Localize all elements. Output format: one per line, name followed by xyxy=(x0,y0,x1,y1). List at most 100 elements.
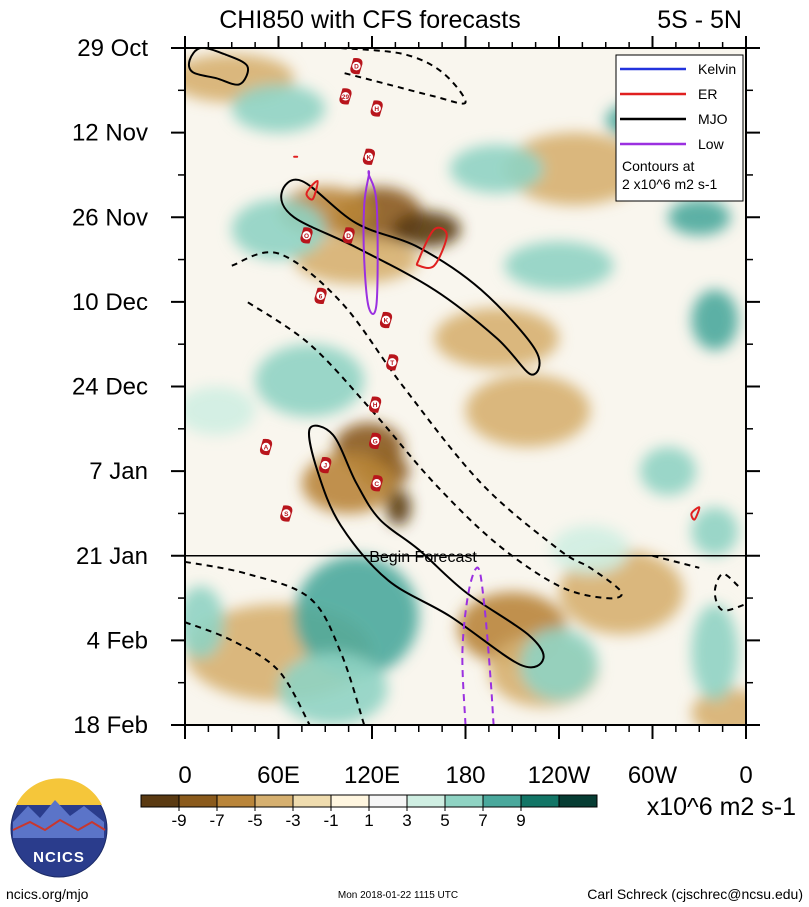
storm-marker: C xyxy=(370,475,383,492)
mjo-contour-dashed-0 xyxy=(340,48,467,105)
storm-icon-center xyxy=(316,291,325,301)
mjo-contour-solid-1 xyxy=(280,178,541,376)
low-contour-0 xyxy=(362,170,379,315)
storm-marker-label: G xyxy=(373,439,378,446)
x-tick-label: 180 xyxy=(445,762,485,789)
x-tick-label: 60W xyxy=(628,762,678,789)
storm-marker-label: C xyxy=(374,481,379,488)
storm-marker: H xyxy=(370,100,383,117)
anomaly-blob-28 xyxy=(691,507,739,556)
storm-marker-label: O xyxy=(304,233,309,240)
colorbar-label: -3 xyxy=(285,811,300,830)
storm-marker: 29 xyxy=(339,88,352,105)
y-tick-label: 4 Feb xyxy=(87,627,148,654)
storm-marker: G xyxy=(369,432,382,450)
colorbar-label: 7 xyxy=(478,811,487,830)
colorbar-units: x10^6 m2 s-1 xyxy=(647,793,796,821)
contour-layer xyxy=(185,48,746,725)
anomaly-blob-29 xyxy=(185,386,256,435)
legend-label-low: Low xyxy=(698,136,725,152)
logo-sun xyxy=(16,778,102,805)
chart-title: CHI850 with CFS forecasts xyxy=(219,6,521,34)
anomaly-blob-10 xyxy=(504,132,645,206)
y-tick-label: 7 Jan xyxy=(89,458,148,485)
anomaly-blob-25 xyxy=(691,289,739,351)
storm-icon-center xyxy=(372,479,381,488)
storm-icon-center xyxy=(381,315,391,325)
anomaly-blob-7 xyxy=(386,489,411,526)
storm-marker-label: H xyxy=(373,402,378,409)
storm-icon-center xyxy=(372,104,381,113)
storm-marker-label: K xyxy=(367,154,372,161)
x-tick-label: 0 xyxy=(178,762,191,789)
storm-icon-center xyxy=(388,358,397,367)
colorbar-swatch xyxy=(140,794,180,808)
anomaly-blob-9 xyxy=(465,374,591,447)
colorbar-swatch xyxy=(254,794,294,808)
anomaly-blob-27 xyxy=(231,84,326,133)
anomaly-blob-22 xyxy=(504,241,614,290)
colorbar-label: -7 xyxy=(209,811,224,830)
storm-marker: T xyxy=(386,354,399,371)
storm-marker: D xyxy=(350,58,363,75)
storm-marker-label: D xyxy=(346,233,351,240)
mjo-contour-dashed-1 xyxy=(231,251,623,600)
footer-author: Carl Schreck (cjschrec@ncsu.edu) xyxy=(587,886,803,902)
region-label: 5S - 5N xyxy=(657,6,742,34)
colorbar-swatch xyxy=(444,794,484,808)
storm-icon-center xyxy=(282,509,291,518)
storm-marker: K xyxy=(379,311,393,329)
anomaly-blob-19 xyxy=(294,555,419,677)
anomaly-blob-30 xyxy=(185,585,224,659)
mjo-contour-dashed-2 xyxy=(185,560,366,725)
colorbar-swatch xyxy=(368,794,408,808)
x-tick-label: 120W xyxy=(528,762,591,789)
storm-marker-label: T xyxy=(390,360,394,367)
y-tick-label: 10 Dec xyxy=(72,289,148,316)
storm-marker-label: S xyxy=(284,511,289,518)
x-tick-label: 120E xyxy=(344,762,400,789)
legend-label-kelvin: Kelvin xyxy=(698,61,736,77)
y-tick-label: 12 Nov xyxy=(72,120,148,147)
storm-marker: K xyxy=(362,148,375,165)
colorbar-swatch xyxy=(558,794,598,808)
mjo-contour-solid-0 xyxy=(187,48,249,86)
storm-markers: D 29 H K O D 6 K T H G A J C S xyxy=(259,58,399,522)
storm-marker: O xyxy=(300,227,313,244)
mjo-contour-dashed-3 xyxy=(185,621,311,725)
storm-icon-center xyxy=(344,231,353,240)
colorbar-swatch xyxy=(482,794,522,808)
storm-icon-center xyxy=(364,152,374,162)
axes: 0 60E 120E 180 120W 60W 0 29 Oct 12 Nov 26 Nov 10 … xyxy=(72,35,760,789)
storm-icon-center xyxy=(370,400,380,409)
storm-marker-label: A xyxy=(264,445,269,452)
legend-note-line1: Contours at xyxy=(622,158,694,174)
logo-text: NCICS xyxy=(33,849,85,866)
y-tick-label: 18 Feb xyxy=(73,712,148,739)
colorbar-swatch xyxy=(406,794,446,808)
er-contour-1 xyxy=(415,226,448,270)
colorbar-swatch xyxy=(216,794,256,808)
anomaly-blob-24 xyxy=(668,199,731,236)
storm-icon-center xyxy=(321,460,330,470)
colorbar-label: -5 xyxy=(247,811,262,830)
anomaly-blob-16 xyxy=(691,688,746,725)
ncics-logo: NCICS xyxy=(10,778,108,878)
storm-marker: D xyxy=(342,227,355,244)
forecast-start-label: Begin Forecast xyxy=(369,549,477,566)
storm-icon-center xyxy=(352,61,361,71)
legend-label-mjo: MJO xyxy=(698,111,728,127)
storm-marker-label: H xyxy=(374,106,379,113)
logo-ridge xyxy=(12,818,106,832)
storm-marker-label: 6 xyxy=(319,293,323,300)
x-tick-label: 60E xyxy=(257,762,300,789)
legend-box xyxy=(615,54,744,202)
colorbar: -9 -7 -5 -3 -1 1 3 5 7 9 xyxy=(140,794,598,830)
colorbar-label: 5 xyxy=(440,811,449,830)
er-contour-3 xyxy=(690,506,701,521)
colorbar-swatch xyxy=(520,794,560,808)
colorbar-swatch xyxy=(292,794,332,808)
y-tick-label: 29 Oct xyxy=(77,35,148,62)
storm-marker-label: J xyxy=(323,463,327,470)
